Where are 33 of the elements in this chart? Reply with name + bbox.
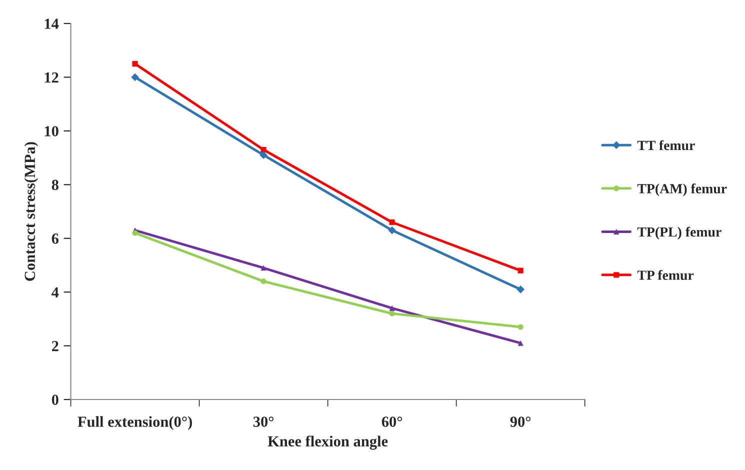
legend-label: TP(PL) femur bbox=[637, 226, 722, 240]
point bbox=[260, 146, 266, 153]
y-axis-title: Contacct stress(MPa) bbox=[24, 142, 38, 281]
point bbox=[260, 265, 266, 271]
point bbox=[131, 73, 139, 82]
point bbox=[518, 324, 524, 330]
y-tick-label: 8 bbox=[52, 180, 58, 190]
point bbox=[389, 310, 395, 316]
legend-label: TT femur bbox=[637, 140, 695, 150]
point bbox=[388, 226, 396, 234]
y-tick-label: 0 bbox=[52, 394, 58, 405]
x-tick-label: 30° bbox=[253, 416, 274, 427]
y-tick-label: 12 bbox=[44, 72, 58, 83]
point bbox=[260, 151, 268, 160]
y-tick-label: 10 bbox=[44, 126, 58, 136]
legend-label: TP femur bbox=[637, 270, 694, 280]
x-tick-label: Full extension(0°) bbox=[78, 416, 192, 430]
point bbox=[516, 285, 524, 294]
x-tick-label: 90° bbox=[510, 416, 531, 427]
x-axis-title: Knee flexion angle bbox=[268, 436, 388, 450]
x-tick-label: 60° bbox=[382, 416, 402, 427]
point bbox=[132, 230, 138, 236]
y-tick-label: 6 bbox=[52, 234, 59, 244]
point bbox=[132, 61, 138, 67]
y-tick-label: 4 bbox=[52, 287, 59, 298]
point bbox=[260, 278, 266, 284]
y-tick-label: 2 bbox=[52, 340, 58, 352]
legend-label: TP(AM) femur bbox=[637, 183, 727, 196]
y-tick-label: 14 bbox=[44, 18, 59, 29]
point bbox=[518, 268, 524, 274]
point bbox=[389, 219, 395, 226]
point bbox=[518, 340, 524, 346]
point bbox=[389, 305, 395, 311]
